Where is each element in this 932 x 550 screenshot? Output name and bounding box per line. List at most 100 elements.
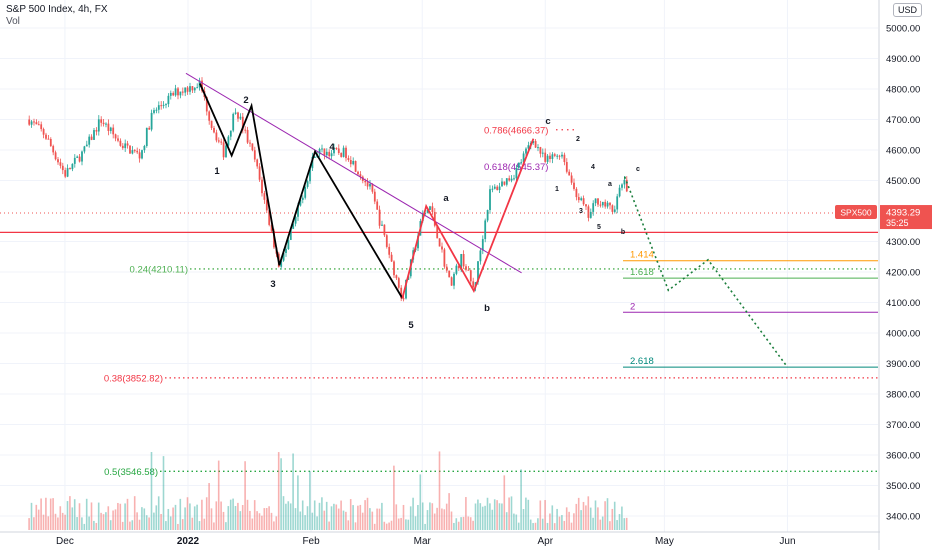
volume-bar	[472, 520, 474, 530]
volume-bar	[522, 509, 525, 530]
volume-bar	[311, 512, 314, 530]
candle	[73, 157, 76, 164]
volume-bar	[604, 501, 606, 530]
candle	[297, 205, 299, 217]
candle	[472, 281, 475, 288]
volume-bar	[414, 516, 417, 530]
candle	[246, 129, 249, 143]
candle	[371, 183, 374, 192]
candle	[95, 130, 98, 132]
candle	[565, 162, 568, 172]
candle	[479, 250, 482, 262]
currency-button[interactable]: USD	[892, 3, 922, 17]
candle	[563, 154, 566, 163]
candle	[347, 158, 350, 161]
candle	[172, 92, 175, 96]
volume-bar	[469, 517, 472, 530]
volume-bar	[232, 498, 234, 530]
candle	[354, 160, 357, 172]
volume-bar	[357, 505, 359, 530]
volume-bar	[395, 504, 398, 530]
candle	[169, 92, 172, 96]
candle	[373, 191, 376, 202]
volume-bar	[133, 496, 136, 530]
candle	[253, 150, 256, 160]
volume-bar	[148, 517, 150, 530]
volume-bar	[121, 521, 124, 530]
wave-label-main: 4	[329, 142, 335, 153]
wave-lines	[185, 72, 789, 368]
candle	[54, 152, 57, 160]
candle	[150, 112, 153, 130]
price-tick-label: 4700.00	[886, 115, 920, 126]
candle	[225, 145, 227, 158]
volume-bar	[270, 512, 273, 530]
last-price-label: 4393.29	[886, 208, 920, 219]
volume-bar	[124, 503, 126, 530]
candle	[587, 206, 590, 218]
volume-bar	[105, 512, 107, 530]
volume-bar	[304, 515, 306, 530]
candle	[237, 112, 239, 119]
wave-label-minor: 4	[591, 164, 595, 171]
candle	[388, 246, 391, 255]
volume-bar	[549, 513, 551, 530]
volume-bar	[249, 510, 251, 530]
candle	[359, 174, 362, 177]
volume-bar	[119, 503, 122, 530]
candle	[333, 147, 335, 154]
volume-bar	[316, 516, 318, 530]
volume-bar	[179, 498, 182, 530]
candle	[88, 136, 91, 145]
candle	[215, 132, 218, 141]
volume-bar	[237, 502, 239, 530]
volume-bar	[198, 521, 201, 530]
volume-bar	[606, 498, 609, 530]
wave-label-main: b	[484, 303, 490, 314]
candle	[69, 168, 71, 170]
volume-bar	[117, 502, 119, 530]
wave-label-minor: c	[636, 166, 640, 173]
volume-bar	[508, 497, 510, 530]
wave-label-minor: 1	[555, 186, 559, 193]
projection-path	[623, 176, 789, 368]
candle	[318, 149, 321, 155]
volume-bar	[85, 498, 88, 530]
candle	[441, 246, 443, 250]
volume-bar	[155, 505, 158, 530]
volume-bar	[618, 514, 621, 530]
candle	[486, 210, 489, 221]
volume-bar	[491, 509, 494, 530]
candle	[76, 156, 79, 158]
price-tick-label: 4500.00	[886, 176, 920, 187]
volume-bar	[73, 499, 76, 530]
candle	[527, 145, 530, 149]
candle	[179, 91, 182, 96]
price-tick-label: 3600.00	[886, 451, 920, 462]
corrective-wave	[401, 138, 535, 299]
candle	[33, 121, 35, 123]
volume-bar	[589, 507, 592, 530]
volume-bar	[453, 522, 455, 530]
volume-bar	[177, 523, 179, 530]
volume-bar	[138, 519, 141, 530]
price-tick-label: 5000.00	[886, 24, 920, 35]
volume-bar	[371, 511, 374, 530]
volume-bar	[383, 521, 386, 530]
volume-bar	[503, 475, 506, 530]
candle	[592, 203, 595, 212]
volume-bar	[354, 522, 357, 530]
volume-bar	[585, 505, 587, 530]
candle	[510, 178, 513, 181]
candle	[546, 155, 549, 162]
candle	[599, 204, 602, 206]
volume-bar	[529, 519, 532, 530]
volume-bar	[544, 500, 546, 530]
volume-bar	[515, 514, 518, 530]
volume-bar	[505, 512, 508, 530]
candle	[457, 265, 460, 269]
candle	[496, 186, 499, 190]
volume-bar	[136, 512, 138, 530]
volume-bar	[405, 519, 407, 530]
